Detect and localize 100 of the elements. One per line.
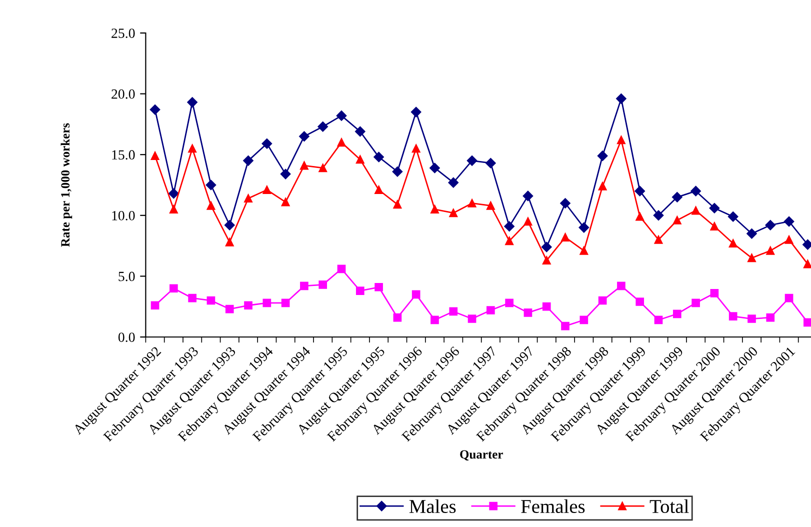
- point: [468, 199, 476, 208]
- point: [804, 318, 811, 327]
- point: [748, 314, 756, 323]
- point: [561, 233, 570, 242]
- point: [617, 282, 626, 290]
- point: [542, 256, 551, 265]
- point: [374, 282, 383, 292]
- point: [244, 301, 252, 310]
- point: [504, 221, 514, 232]
- point: [244, 194, 252, 203]
- point: [580, 246, 588, 255]
- point: [542, 302, 551, 311]
- point: [653, 210, 664, 221]
- point: [430, 316, 439, 324]
- point: [710, 222, 719, 231]
- point: [410, 106, 422, 118]
- point: [748, 254, 756, 262]
- point: [466, 156, 478, 166]
- point: [355, 126, 366, 137]
- point: [150, 301, 160, 310]
- x-axis-title: Quarter: [460, 450, 503, 461]
- y-tick-label: 25.0: [112, 28, 135, 38]
- point: [580, 316, 588, 324]
- point: [486, 158, 496, 168]
- legend-label: Total: [650, 499, 689, 514]
- point: [188, 144, 196, 153]
- point: [430, 162, 440, 174]
- point: [150, 152, 160, 160]
- y-tick-label: 5.0: [118, 272, 135, 282]
- point: [224, 220, 235, 230]
- point: [374, 152, 384, 162]
- point: [505, 298, 514, 308]
- point: [634, 186, 645, 196]
- point: [746, 228, 757, 239]
- point: [672, 310, 682, 318]
- point: [449, 208, 458, 218]
- point: [542, 242, 552, 252]
- point: [374, 186, 383, 194]
- point: [598, 296, 607, 305]
- point: [393, 200, 402, 209]
- legend-label: Females: [521, 499, 585, 514]
- point: [728, 312, 738, 320]
- y-tick-label: 20.0: [112, 89, 135, 99]
- point: [262, 298, 272, 308]
- point: [765, 220, 776, 230]
- point: [300, 282, 308, 290]
- point: [225, 238, 234, 246]
- point: [766, 313, 775, 322]
- point: [449, 307, 458, 316]
- point: [561, 322, 570, 330]
- point: [654, 316, 663, 324]
- point: [784, 216, 794, 227]
- point: [692, 298, 700, 308]
- point: [412, 290, 420, 299]
- point: [728, 239, 738, 248]
- point: [728, 212, 738, 222]
- point: [337, 138, 346, 147]
- point: [616, 94, 626, 104]
- point: [170, 205, 178, 214]
- point: [170, 284, 178, 293]
- point: [262, 138, 272, 149]
- point: [318, 280, 328, 289]
- point: [784, 294, 794, 302]
- point: [468, 314, 476, 323]
- point: [524, 308, 532, 317]
- point: [336, 110, 347, 121]
- point: [692, 206, 700, 215]
- point: [690, 186, 701, 196]
- point: [672, 216, 682, 224]
- point: [524, 217, 532, 226]
- point: [281, 198, 290, 206]
- point: [766, 246, 775, 255]
- y-axis-title: Rate per 1,000 workers: [60, 123, 72, 247]
- point: [392, 166, 403, 177]
- point: [617, 136, 626, 144]
- point: [168, 188, 179, 199]
- point: [578, 222, 590, 233]
- point: [206, 180, 216, 190]
- point: [281, 298, 290, 308]
- point: [412, 144, 420, 153]
- point: [318, 122, 328, 132]
- point: [505, 236, 514, 246]
- point: [486, 202, 495, 210]
- y-tick-label: 15.0: [112, 150, 135, 160]
- y-tick-label: 0.0: [118, 332, 135, 342]
- point: [188, 294, 196, 302]
- point: [206, 202, 216, 210]
- point: [430, 205, 439, 214]
- point: [636, 212, 644, 221]
- point: [654, 236, 663, 244]
- point: [448, 177, 458, 188]
- point: [280, 168, 291, 180]
- point: [598, 182, 607, 190]
- point: [356, 286, 364, 295]
- point: [672, 192, 682, 202]
- point: [225, 304, 234, 314]
- point: [318, 164, 328, 172]
- point: [522, 190, 534, 202]
- point: [356, 155, 364, 164]
- point: [206, 296, 216, 305]
